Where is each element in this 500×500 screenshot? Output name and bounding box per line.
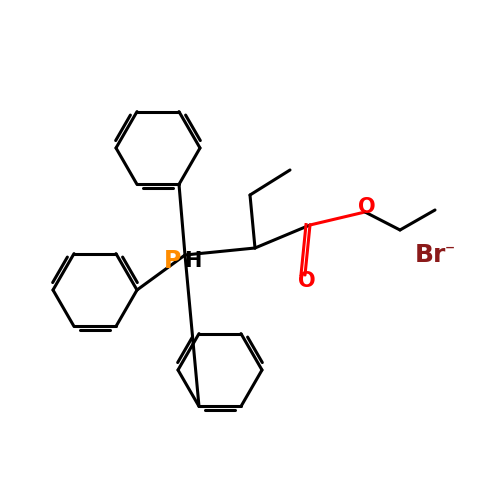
Text: P: P <box>164 249 182 273</box>
Text: Br: Br <box>415 243 446 267</box>
Text: O: O <box>358 197 376 217</box>
Text: O: O <box>298 271 316 291</box>
Text: ⁻: ⁻ <box>445 242 455 260</box>
Text: H: H <box>184 251 202 271</box>
